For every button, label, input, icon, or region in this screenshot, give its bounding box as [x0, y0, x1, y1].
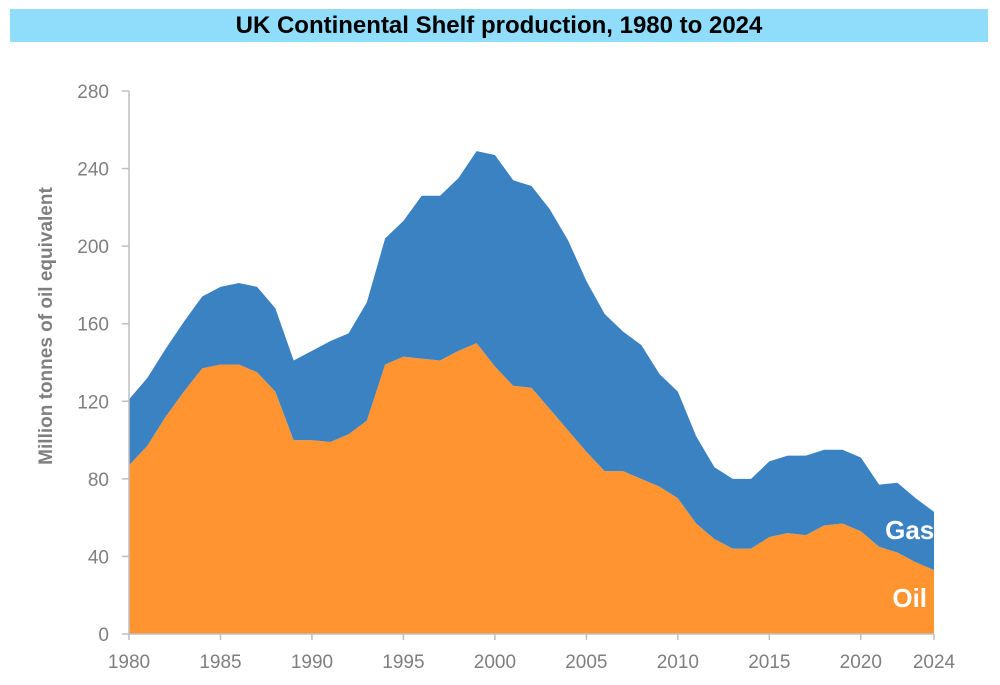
y-axis-label: Million tonnes of oil equivalent [36, 187, 57, 465]
y-tick-label: 240 [77, 160, 109, 181]
x-tick-label: 1985 [199, 652, 241, 673]
plot-areas [129, 151, 934, 634]
axes: 0 40 80 120 160 200 240 280 1980 1985 1990 1995 2000… [77, 82, 955, 673]
series-label-gas: Gas [885, 515, 934, 545]
x-tick-label: 2024 [913, 652, 956, 673]
y-tick-label: 280 [77, 82, 109, 103]
x-tick-label: 2005 [565, 652, 607, 673]
area-oil [129, 343, 934, 634]
area-gas [129, 151, 934, 570]
x-tick-label: 1980 [108, 652, 150, 673]
series-label-oil: Oil [892, 583, 927, 613]
y-tick-label: 120 [77, 392, 109, 413]
y-tick-label: 80 [88, 470, 109, 491]
x-tick-label: 1990 [291, 652, 333, 673]
y-tick-label: 40 [88, 547, 109, 568]
x-tick-label: 1995 [382, 652, 424, 673]
series-labels: Gas Oil [885, 515, 934, 613]
x-tick-label: 2015 [748, 652, 790, 673]
x-tick-label: 2000 [474, 652, 516, 673]
y-tick-label: 160 [77, 315, 109, 336]
x-tick-label: 2020 [840, 652, 882, 673]
y-tick-label: 0 [98, 625, 109, 646]
x-tick-label: 2010 [657, 652, 699, 673]
chart-title: UK Continental Shelf production, 1980 to… [10, 9, 988, 42]
y-tick-label: 200 [77, 237, 109, 258]
